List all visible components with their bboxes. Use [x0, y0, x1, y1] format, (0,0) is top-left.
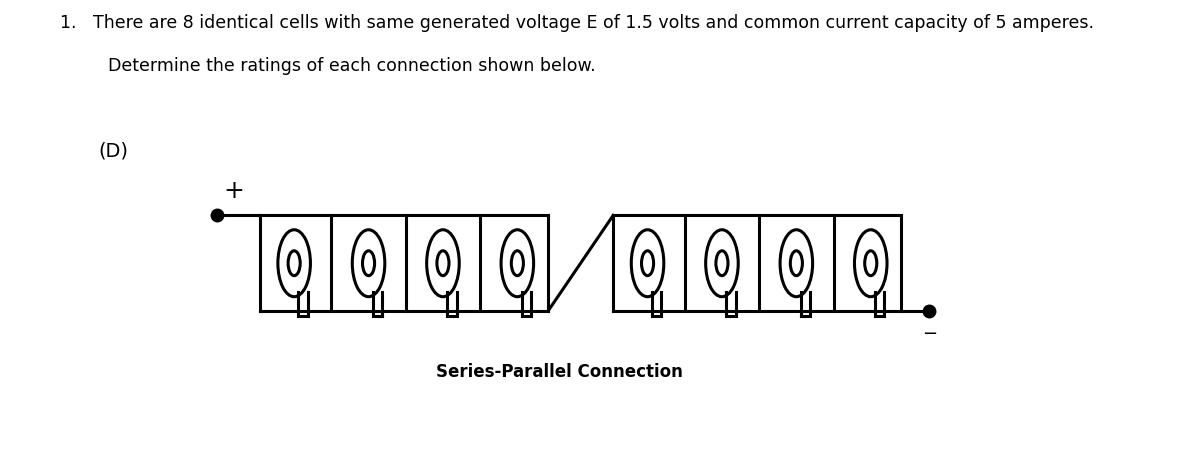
Text: 1.   There are 8 identical cells with same generated voltage E of 1.5 volts and : 1. There are 8 identical cells with same… [60, 14, 1094, 32]
Circle shape [631, 230, 664, 297]
Text: Series-Parallel Connection: Series-Parallel Connection [436, 363, 683, 381]
Circle shape [502, 230, 534, 297]
Text: Determine the ratings of each connection shown below.: Determine the ratings of each connection… [108, 57, 595, 75]
Circle shape [854, 230, 887, 297]
Circle shape [437, 251, 449, 276]
Circle shape [780, 230, 812, 297]
Circle shape [716, 251, 728, 276]
Circle shape [288, 251, 300, 276]
Circle shape [278, 230, 311, 297]
Circle shape [791, 251, 803, 276]
Circle shape [427, 230, 460, 297]
Circle shape [642, 251, 654, 276]
Circle shape [362, 251, 374, 276]
Text: (D): (D) [98, 142, 128, 160]
Text: −: − [922, 325, 937, 344]
Circle shape [353, 230, 385, 297]
Text: +: + [223, 178, 244, 202]
Circle shape [706, 230, 738, 297]
Circle shape [511, 251, 523, 276]
Circle shape [865, 251, 877, 276]
